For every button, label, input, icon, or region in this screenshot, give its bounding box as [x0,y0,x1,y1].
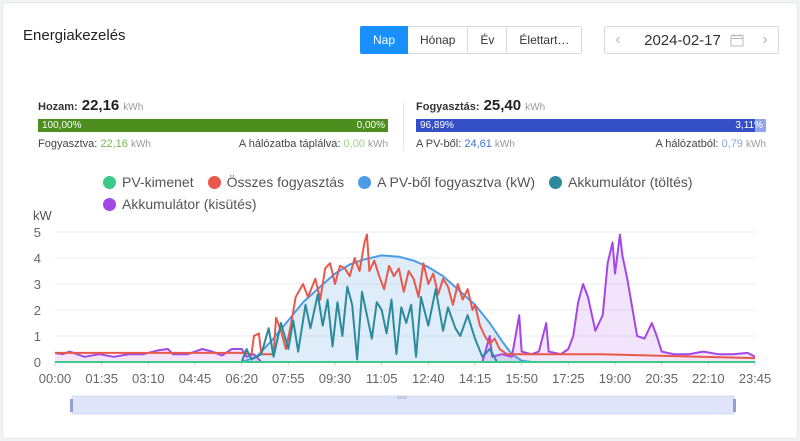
series-line-2 [55,233,756,360]
y-tick-label: 5 [34,225,41,240]
chart-legend: PV-kimenet Összes fogyasztás A PV-ből fo… [103,171,743,215]
consumption-bar-pv: 96,89% [416,119,756,132]
zoom-slider-window [72,396,734,414]
legend-battery-discharge[interactable]: Akkumulátor (kisütés) [103,196,257,212]
y-tick-label: 1 [34,329,41,344]
x-tick-label: 23:45 [739,371,772,386]
x-tick-label: 07:55 [272,371,305,386]
consumption-bar-left-pct: 96,89% [420,120,454,131]
series-area-4 [55,234,755,362]
y-axis-label: kW [33,208,53,223]
x-tick-label: 22:10 [692,371,725,386]
consumption-bar-right-pct: 3,11% [735,120,763,131]
y-tick-label: 2 [34,303,41,318]
x-tick-label: 17:25 [552,371,585,386]
yield-bar-left-pct: 100,00% [42,120,82,131]
x-tick-label: 11:05 [366,371,398,386]
consumption-from-pv: A PV-ből: 24,61 kWh [416,138,515,150]
series-line-3 [55,285,755,363]
legend-dot [103,175,116,189]
tab-lifetime[interactable]: Élettart… [507,26,583,54]
consumption-bar: 96,89% 3,11% [416,119,766,132]
tab-year[interactable]: Év [468,26,508,54]
x-tick-label: 03:10 [132,371,165,386]
x-tick-label: 19:00 [599,371,632,386]
tab-day[interactable]: Nap [360,26,409,54]
x-tick-label: 01:35 [85,371,118,386]
x-tick-label: 09:30 [319,371,352,386]
yield-unit: kWh [123,102,144,113]
yield-consumed: Fogyasztva: 22,16 kWh [38,138,151,150]
legend-pv-consumed[interactable]: A PV-ből fogyasztva (kW) [358,174,535,190]
yield-label: Hozam: [38,101,78,113]
zoom-handle-left [70,399,73,412]
calendar-icon[interactable] [726,33,748,47]
y-tick-label: 3 [34,277,41,292]
chevron-right-icon[interactable]: › [762,31,768,48]
y-tick-label: 0 [34,355,41,370]
consumption-unit: kWh [525,102,546,113]
legend-dot [358,175,372,189]
zoom-handle-right [733,399,736,412]
consumption-bar-grid [755,119,766,132]
x-tick-label: 12:40 [412,371,445,386]
legend-total-consumption[interactable]: Összes fogyasztás [207,174,344,190]
period-tabs: Nap Hónap Év Élettart… [360,26,583,54]
yield-bar-right-pct: 0,00% [356,120,385,131]
x-tick-label: 15:50 [505,371,538,386]
yield-bar: 100,00% 0,00% [38,119,388,132]
consumption-panel: Fogyasztás: 25,40 kWh 96,89% 3,11% A PV-… [416,97,766,150]
yield-fed-to-grid: A hálózatba táplálva: 0,00 kWh [238,138,388,150]
yield-bar-consumed: 100,00% [38,119,388,132]
yield-panel: Hozam: 22,16 kWh 100,00% 0,00% Fogyasztv… [38,97,388,150]
legend-dot [549,175,563,189]
legend-dot [103,197,116,211]
y-tick-label: 4 [34,251,41,266]
x-tick-label: 06:20 [225,371,258,386]
x-tick-label: 14:15 [459,371,492,386]
consumption-from-grid: A hálózatból: 0,79 kWh [655,138,766,150]
chevron-left-icon[interactable]: ‹ [615,31,621,48]
series-line-4 [54,233,756,363]
x-tick-label: 04:45 [179,371,212,386]
x-tick-label: 00:00 [39,371,72,386]
legend-dot [207,175,221,189]
panel-divider [403,103,404,151]
legend-battery-charge[interactable]: Akkumulátor (töltés) [549,174,693,190]
date-picker[interactable]: ‹ 2024-02-17 › [604,26,779,54]
zoom-drag-grip [397,396,407,399]
tab-month[interactable]: Hónap [408,26,469,54]
page-title: Energiakezelés [23,27,126,44]
legend-pv-output[interactable]: PV-kimenet [103,174,194,190]
date-value[interactable]: 2024-02-17 [644,31,721,49]
x-tick-label: 20:35 [645,371,678,386]
consumption-value: 25,40 [483,97,522,114]
consumption-label: Fogyasztás: [416,101,480,113]
yield-value: 22,16 [81,97,120,114]
